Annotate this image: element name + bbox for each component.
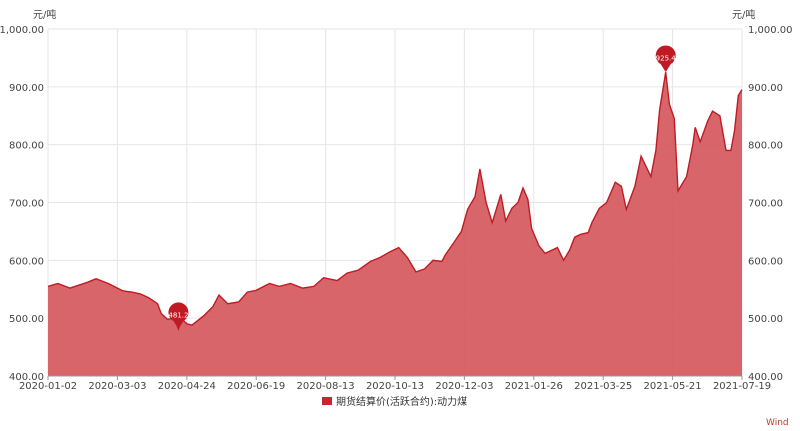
x-tick-label: 2020-04-24 (158, 381, 216, 392)
y-tick-label-right: 400.00 (748, 372, 783, 383)
x-tick-label: 2020-12-03 (435, 381, 493, 392)
annotations: 481.2 925.4 (168, 45, 677, 330)
x-tick-label: 2020-06-19 (227, 381, 285, 392)
y-tick-label-left: 400.00 (9, 372, 44, 383)
legend-swatch (322, 397, 332, 405)
legend-label: 期货结算价(活跃合约):动力煤 (336, 395, 467, 408)
y-tick-label-right: 500.00 (748, 314, 783, 325)
y-tick-label-left: 700.00 (9, 199, 44, 210)
y-unit-left: 元/吨 (33, 8, 56, 21)
pin-marker (168, 302, 189, 330)
x-tick-label: 2021-03-25 (574, 381, 632, 392)
annotation-max: 925.4 (655, 45, 677, 73)
x-tick-label: 2021-07-19 (713, 381, 771, 392)
y-tick-label-right: 1,000.00 (748, 25, 793, 36)
y-tick-label-left: 1,000.00 (0, 25, 44, 36)
y-tick-label-right: 600.00 (748, 256, 783, 267)
y-tick-label-left: 900.00 (9, 83, 44, 94)
pin-label: 481.2 (168, 312, 188, 320)
legend[interactable]: 期货结算价(活跃合约):动力煤 (322, 395, 467, 408)
x-tick-label: 2021-05-21 (644, 381, 702, 392)
y-tick-label-left: 500.00 (9, 314, 44, 325)
x-tick-label: 2020-01-02 (19, 381, 77, 392)
annotation-min: 481.2 (168, 302, 189, 330)
x-tick-label: 2020-10-13 (366, 381, 424, 392)
y-tick-label-left: 600.00 (9, 256, 44, 267)
source-label: Wind (766, 418, 789, 428)
x-axis: 2020-01-02 2020-03-03 2020-04-24 2020-06-19… (19, 375, 771, 392)
series-area (48, 72, 742, 376)
y-tick-label-right: 900.00 (748, 83, 783, 94)
y-unit-right: 元/吨 (732, 8, 755, 21)
x-tick-label: 2021-01-26 (505, 381, 563, 392)
pin-label: 925.4 (656, 55, 677, 63)
y-axis-right: 400.00 500.00 600.00 700.00 800.00 900.00 1,00… (748, 25, 793, 383)
y-tick-label-left: 800.00 (9, 141, 44, 152)
y-tick-label-right: 800.00 (748, 141, 783, 152)
pin-marker (655, 45, 676, 73)
x-tick-label: 2020-03-03 (88, 381, 146, 392)
y-axis-left: 400.00 500.00 600.00 700.00 800.00 900.00 1,00… (0, 25, 44, 383)
x-tick-label: 2020-08-13 (297, 381, 355, 392)
y-tick-label-right: 700.00 (748, 199, 783, 210)
